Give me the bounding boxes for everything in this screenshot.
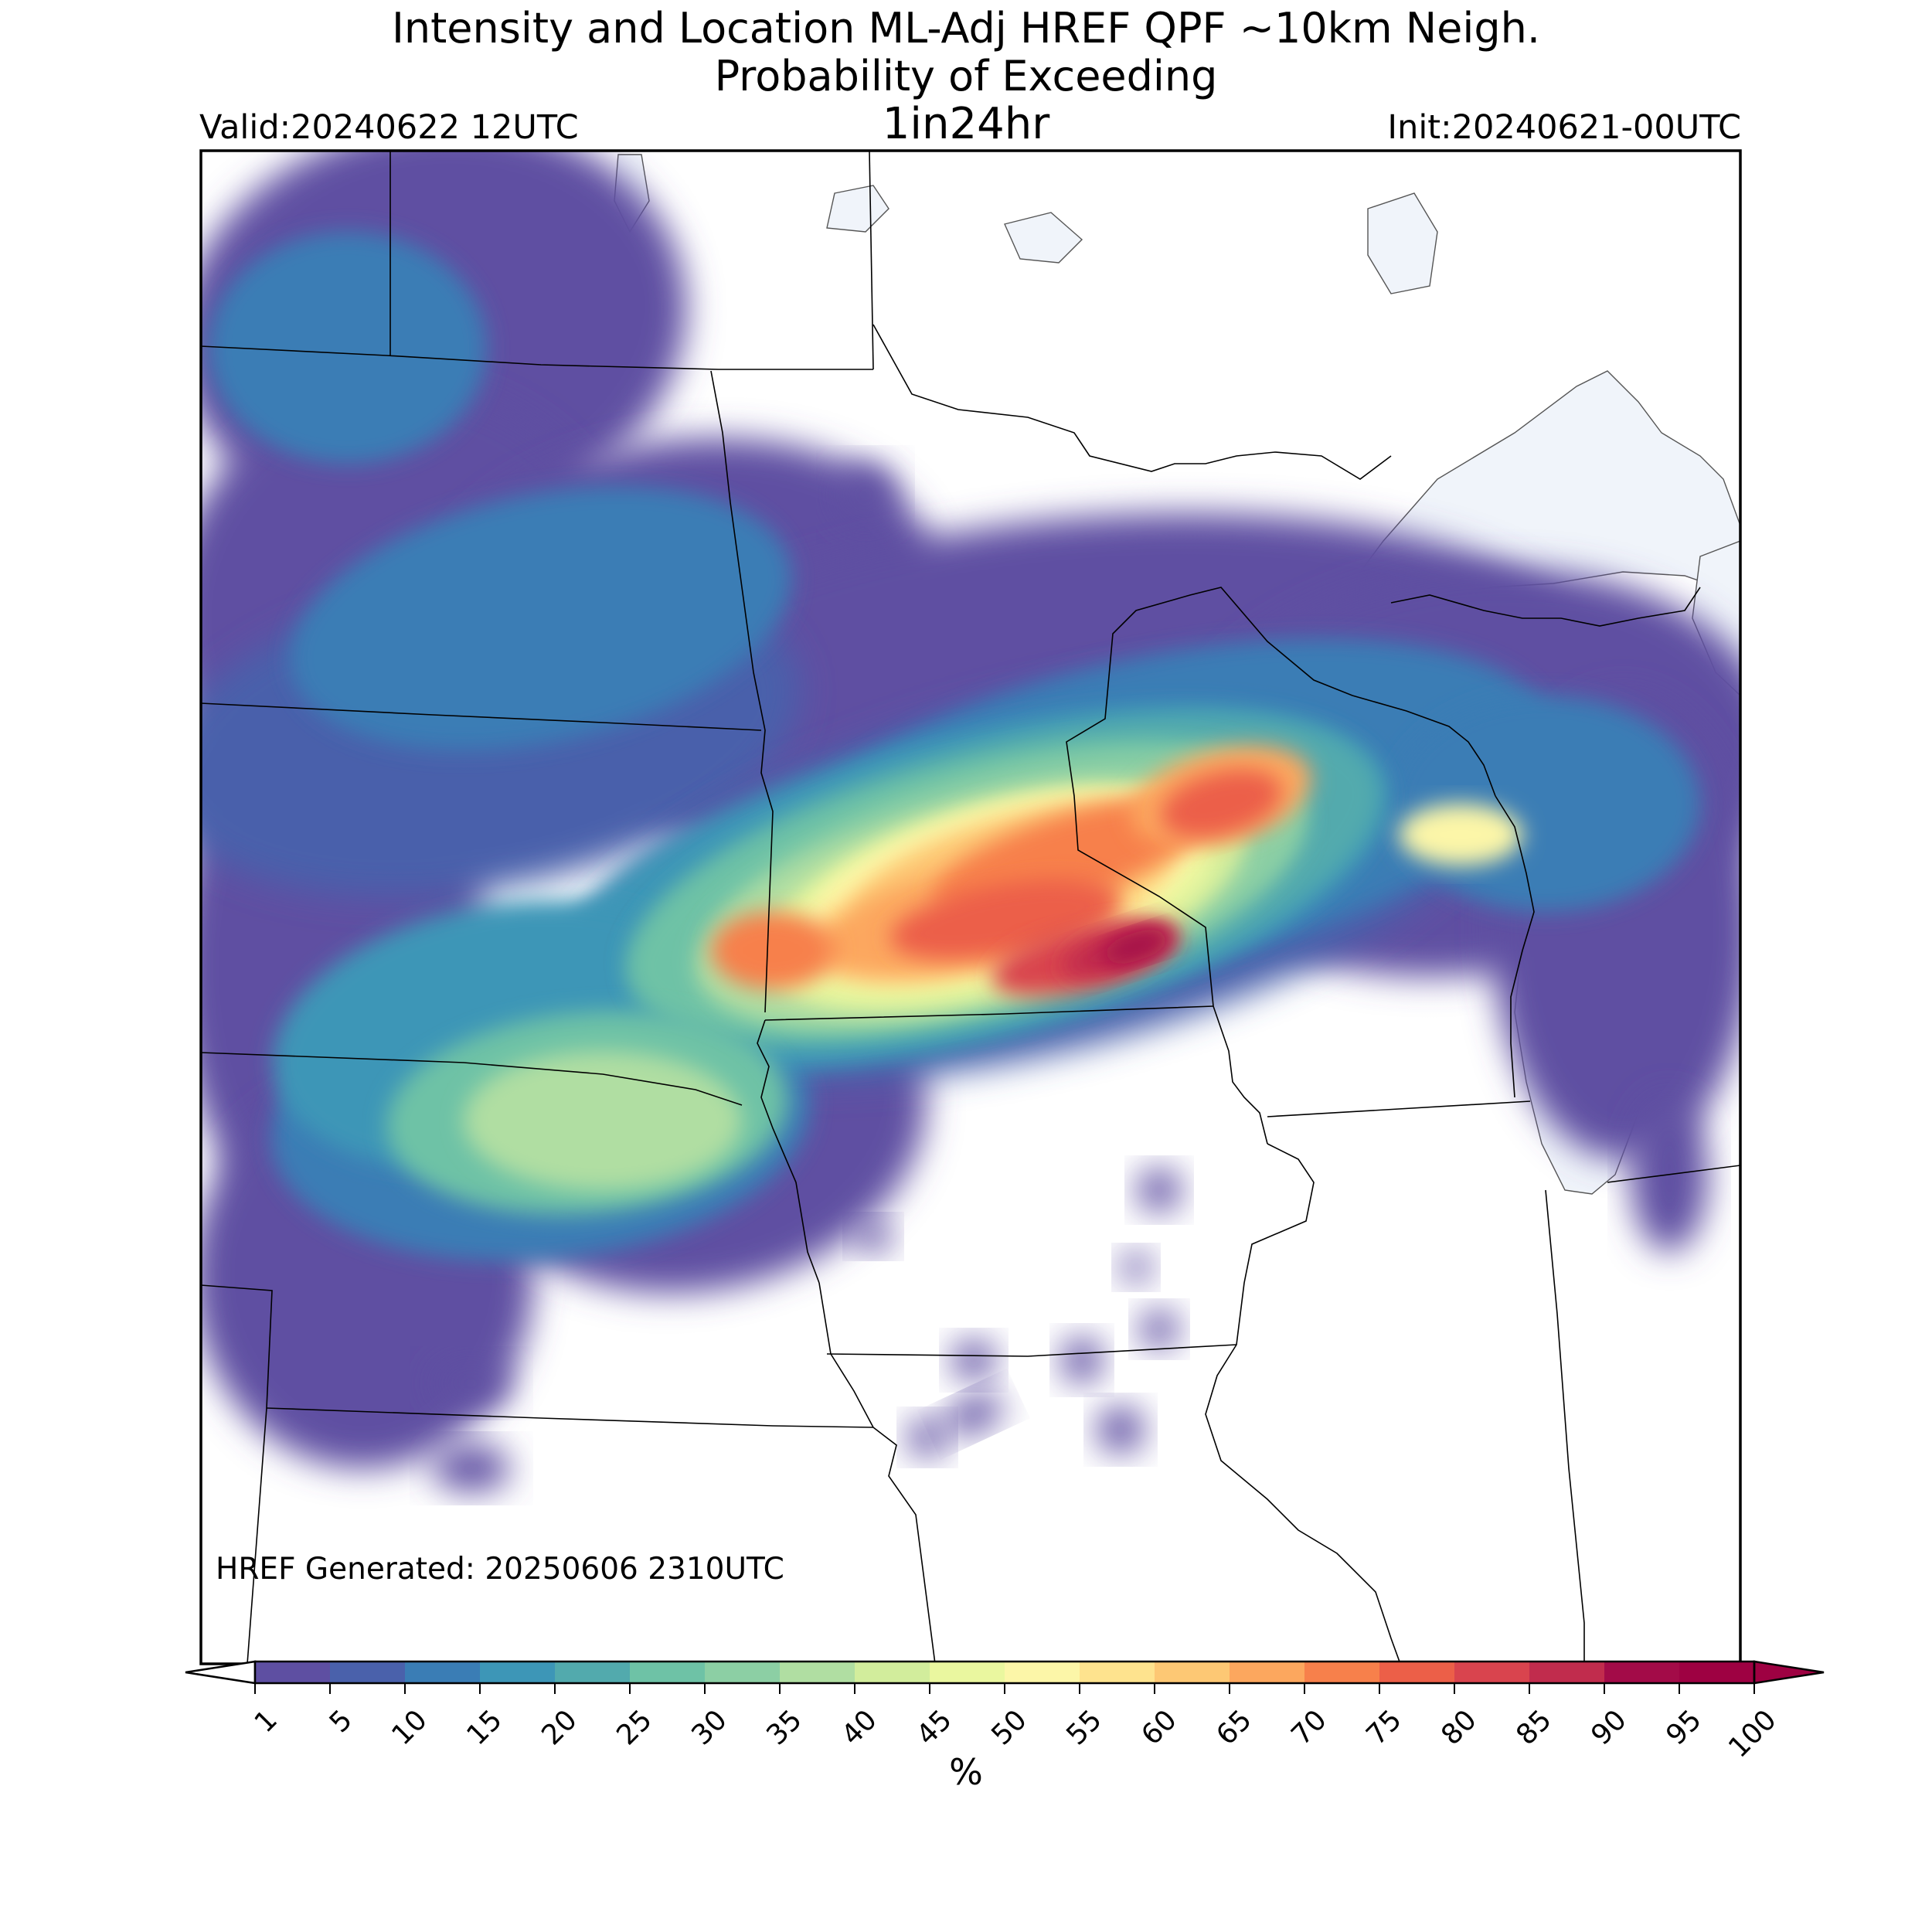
border-mb-on xyxy=(869,151,874,370)
border-mi-up xyxy=(1390,587,1701,627)
lake-nipigon xyxy=(1367,192,1438,294)
border-canada-us-west xyxy=(201,345,873,370)
border-sd-ia xyxy=(757,1019,820,1284)
border-co-ne xyxy=(201,1284,273,1409)
colorbar-bin xyxy=(1604,1662,1680,1683)
colorbar-bin xyxy=(1155,1662,1230,1683)
title-line-3: 1in24hr xyxy=(882,99,1050,149)
colorbar-bin xyxy=(855,1662,930,1683)
border-mn-canada xyxy=(872,324,1392,480)
probability-contour xyxy=(1399,804,1522,866)
probability-contour xyxy=(711,912,835,989)
border-ia-il xyxy=(1205,1143,1401,1664)
colorbar-bin xyxy=(630,1662,706,1683)
colorbar-bin xyxy=(1005,1662,1080,1683)
probability-contour xyxy=(1140,1310,1179,1349)
colorbar-bin xyxy=(1679,1662,1755,1683)
state-borders xyxy=(201,151,1740,1664)
colorbar xyxy=(185,1660,1825,1694)
border-il-in xyxy=(1545,1189,1585,1664)
probability-contour xyxy=(952,1340,995,1380)
colorbar-bin xyxy=(1379,1662,1455,1683)
colorbar-bin xyxy=(405,1662,481,1683)
probability-contour xyxy=(1161,770,1281,838)
border-mn-nd xyxy=(710,370,774,1013)
border-ia-mo xyxy=(826,1344,1237,1357)
colorbar-bin xyxy=(930,1662,1005,1683)
probability-contour xyxy=(835,464,896,526)
probability-contour xyxy=(464,1051,742,1190)
colorbar-bin xyxy=(780,1662,855,1683)
border-nd-sd xyxy=(201,702,762,731)
border-wi-il xyxy=(1267,1100,1531,1117)
colorbar-bin xyxy=(705,1662,781,1683)
colorbar-extend-high xyxy=(1753,1660,1825,1685)
probability-contour xyxy=(290,486,792,750)
probability-contour xyxy=(1391,696,1700,912)
colorbar-bin xyxy=(1529,1662,1605,1683)
probability-contour xyxy=(908,1418,947,1457)
generated-timestamp: HREF Generated: 20250606 2310UTC xyxy=(216,1552,784,1587)
border-ks-mo xyxy=(872,1427,936,1664)
probability-contour xyxy=(433,1445,510,1492)
probability-contour xyxy=(1121,1252,1151,1283)
colorbar-bin xyxy=(1304,1662,1380,1683)
border-mi-wi xyxy=(1495,795,1535,1098)
probability-contour xyxy=(854,1221,893,1252)
border-ne-ia-mo xyxy=(818,1282,874,1428)
map-canvas xyxy=(201,151,1740,1664)
probability-field xyxy=(201,151,1740,1492)
valid-time: Valid:20240622 12UTC xyxy=(199,108,579,147)
colorbar-bin xyxy=(480,1662,556,1683)
probability-contour xyxy=(433,1360,510,1406)
probability-contour xyxy=(209,232,487,464)
title-line-2: Probability of Exceeding xyxy=(714,52,1218,100)
border-mn-wi xyxy=(1213,1005,1268,1145)
colorbar-bin xyxy=(330,1662,406,1683)
border-sd-ne xyxy=(201,1052,743,1106)
init-time: Init:20240621-00UTC xyxy=(1387,108,1741,147)
colorbar-bin xyxy=(1454,1662,1530,1683)
title-line-1: Intensity and Location ML-Adj HREF QPF ~… xyxy=(391,4,1541,53)
probability-contour xyxy=(1138,1168,1181,1212)
probability-contour xyxy=(1097,1406,1144,1453)
lake-red xyxy=(826,185,889,233)
colorbar-bin xyxy=(1230,1662,1305,1683)
probability-contour xyxy=(1062,1337,1102,1383)
border-mn-ia xyxy=(764,1005,1214,1021)
border-ne-ks xyxy=(266,1407,874,1428)
probability-contour xyxy=(1102,929,1170,964)
colorbar-unit-label: % xyxy=(949,1751,983,1793)
probability-contour xyxy=(944,1393,1003,1435)
colorbar-bin xyxy=(555,1662,631,1683)
colorbar-bin xyxy=(255,1662,331,1683)
border-co-ks xyxy=(247,1407,267,1664)
border-mn-wi-north xyxy=(1066,587,1496,1007)
border-in-mi xyxy=(1607,1165,1740,1183)
lake-of-the-woods xyxy=(1004,212,1083,264)
colorbar-bin xyxy=(1080,1662,1155,1683)
